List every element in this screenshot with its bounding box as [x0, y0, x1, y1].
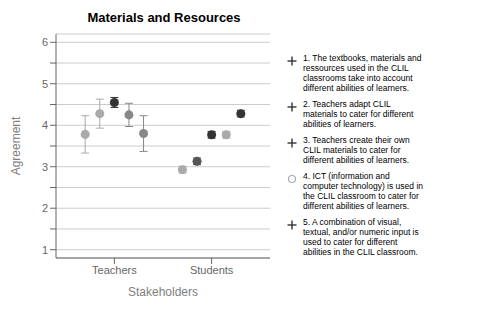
html-text:Materials and Resources: Materials and Resources [87, 10, 241, 25]
html-text:2. Teachers adapt CLIL materia: 2. Teachers adapt CLIL materials to cate… [303, 99, 414, 129]
svg-text:3: 3 [42, 161, 48, 173]
svg-text:Agreement: Agreement [9, 116, 23, 175]
svg-text:4: 4 [42, 119, 48, 131]
svg-text:Teachers: Teachers [92, 264, 137, 276]
svg-text:1: 1 [42, 244, 48, 256]
html-text:3. Teachers create their own C: 3. Teachers create their own CLIL materi… [303, 135, 410, 165]
html-text:4. ICT (information and comput: 4. ICT (information and computer technol… [303, 171, 423, 211]
svg-text:2: 2 [42, 202, 48, 214]
svg-text:Stakeholders: Stakeholders [128, 285, 198, 299]
html-text:1. The textbooks, materials an: 1. The textbooks, materials and ressourc… [303, 53, 422, 93]
html-text:5. A combination of visual, te: 5. A combination of visual, textual, and… [303, 217, 419, 257]
svg-text:6: 6 [42, 36, 48, 48]
svg-text:Students: Students [190, 264, 234, 276]
svg-text:5: 5 [42, 78, 48, 90]
